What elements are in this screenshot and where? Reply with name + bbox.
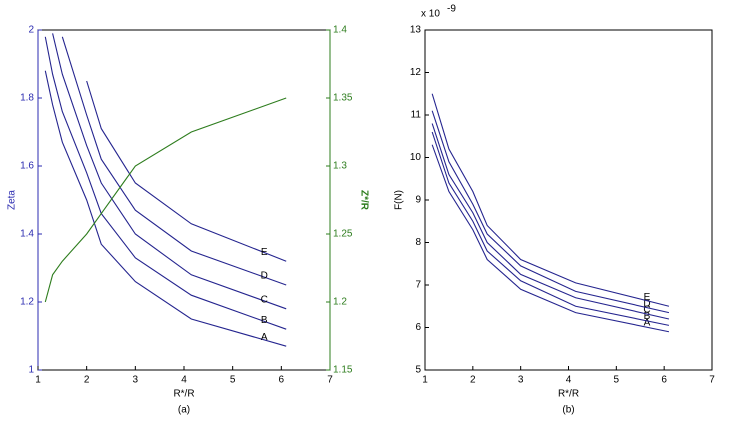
y2-tick-label: 1.4 <box>333 25 347 36</box>
x-tick-label: 6 <box>661 375 667 386</box>
y-multiplier-exponent: -9 <box>447 4 456 15</box>
series-line <box>61 36 287 286</box>
x-tick-label: 2 <box>470 375 476 386</box>
x-tick-label: 3 <box>518 375 524 386</box>
x-tick-label: 7 <box>327 375 333 386</box>
x-tick-label: 2 <box>84 375 90 386</box>
x-tick-label: 1 <box>35 375 41 386</box>
series-line <box>431 144 670 333</box>
series-label: B <box>644 311 651 322</box>
x-axis-label: R*/R <box>173 389 194 400</box>
y-tick-label: 1.8 <box>20 93 34 104</box>
series-line <box>431 131 670 326</box>
y2-tick-label: 1.35 <box>333 93 353 104</box>
y2-axis-label: Z*/R <box>358 190 369 211</box>
y-tick-label: 1 <box>28 365 34 376</box>
y2-tick-label: 1.25 <box>333 229 353 240</box>
series-label: A <box>261 332 268 343</box>
y-axis-label: Zeta <box>7 190 18 210</box>
y-tick-label: 12 <box>410 67 422 78</box>
series-label: E <box>261 247 268 258</box>
series-line <box>44 97 287 303</box>
series-label: E <box>644 292 651 303</box>
series-line <box>52 33 287 310</box>
series-line <box>44 36 287 330</box>
series-label: B <box>261 315 268 326</box>
y-tick-label: 10 <box>410 152 422 163</box>
y-tick-label: 11 <box>411 110 422 121</box>
y-tick-label: 1.2 <box>20 297 34 308</box>
series-label: C <box>261 294 268 305</box>
series-line <box>44 70 287 347</box>
plot-frame <box>37 29 331 371</box>
y-tick-label: 5 <box>415 365 421 376</box>
y-axis-label: F(N) <box>394 190 405 210</box>
y-tick-label: 13 <box>410 25 422 36</box>
y-tick-label: 6 <box>415 322 421 333</box>
x-tick-label: 5 <box>230 375 236 386</box>
y2-tick-label: 1.15 <box>333 365 353 376</box>
y-tick-label: 1.4 <box>20 229 34 240</box>
series-line <box>431 110 670 314</box>
y2-tick-label: 1.3 <box>333 161 347 172</box>
series-label: D <box>643 298 650 309</box>
y-tick-label: 7 <box>415 280 421 291</box>
series-label: D <box>261 271 268 282</box>
series-line <box>86 80 287 262</box>
x-tick-label: 6 <box>279 375 285 386</box>
y-tick-label: 2 <box>28 25 34 36</box>
y-tick-label: 1.6 <box>20 161 34 172</box>
series-label: A <box>644 317 651 328</box>
y-multiplier-base: x 10 <box>421 9 440 20</box>
y-tick-label: 8 <box>415 237 421 248</box>
x-tick-label: 3 <box>133 375 139 386</box>
x-tick-label: 5 <box>614 375 620 386</box>
y2-tick-label: 1.2 <box>333 297 347 308</box>
x-axis-label: R*/R <box>558 389 579 400</box>
x-tick-label: 7 <box>709 375 715 386</box>
series-line <box>431 123 670 320</box>
x-tick-label: 1 <box>422 375 428 386</box>
x-tick-label: 4 <box>181 375 187 386</box>
series-label: C <box>643 305 650 316</box>
x-tick-label: 4 <box>566 375 572 386</box>
series-line <box>431 93 670 307</box>
caption: (b) <box>562 405 574 416</box>
y-tick-label: 9 <box>415 195 421 206</box>
caption: (a) <box>178 405 190 416</box>
